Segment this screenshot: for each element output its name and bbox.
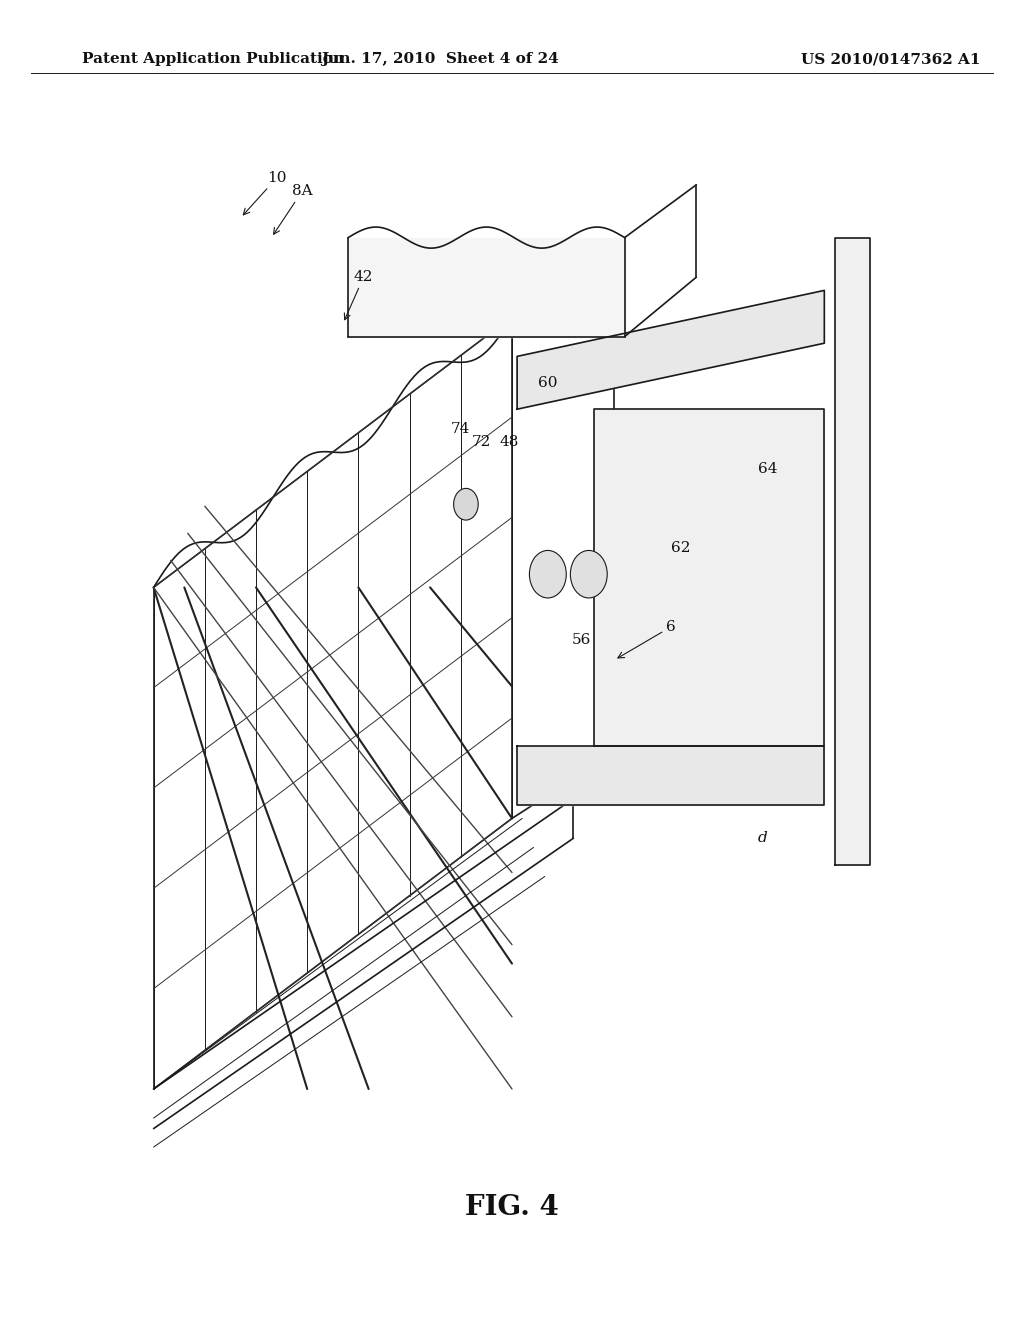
Text: 64: 64: [758, 462, 778, 475]
Text: Patent Application Publication: Patent Application Publication: [82, 53, 344, 66]
Polygon shape: [517, 746, 824, 805]
Text: Jun. 17, 2010  Sheet 4 of 24: Jun. 17, 2010 Sheet 4 of 24: [322, 53, 559, 66]
Text: 74: 74: [452, 422, 470, 436]
Circle shape: [570, 550, 607, 598]
Polygon shape: [348, 238, 625, 337]
Text: US 2010/0147362 A1: US 2010/0147362 A1: [801, 53, 981, 66]
Text: 56: 56: [572, 634, 591, 647]
Text: FIG. 4: FIG. 4: [465, 1195, 559, 1221]
Text: 6: 6: [617, 620, 676, 657]
Text: 62: 62: [671, 541, 691, 554]
Text: d: d: [758, 832, 768, 845]
Text: 48: 48: [500, 436, 518, 449]
Text: 60: 60: [538, 376, 558, 389]
Text: 72: 72: [472, 436, 490, 449]
Text: 42: 42: [344, 271, 374, 319]
Circle shape: [454, 488, 478, 520]
Polygon shape: [517, 290, 824, 409]
Polygon shape: [835, 238, 870, 865]
Circle shape: [529, 550, 566, 598]
Text: 10: 10: [244, 172, 287, 215]
Polygon shape: [594, 409, 824, 746]
Text: 8A: 8A: [273, 185, 312, 234]
